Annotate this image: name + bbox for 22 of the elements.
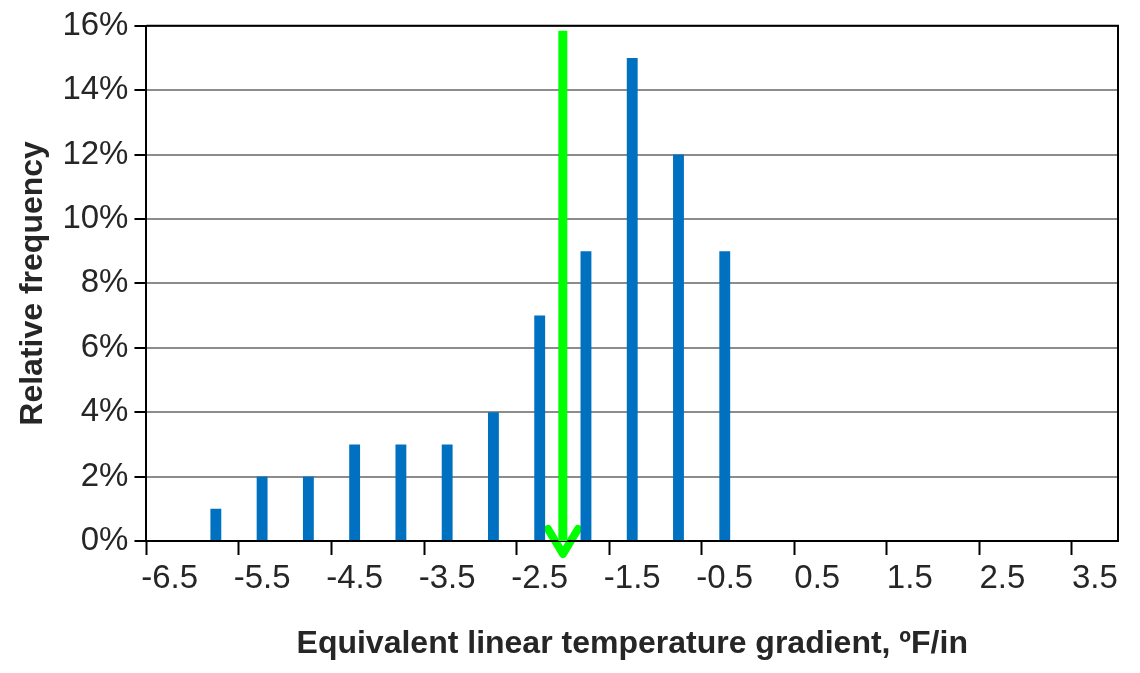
x-tick-label: -3.5	[418, 557, 476, 595]
y-tick-label: 8%	[80, 262, 129, 300]
y-axis-title: Relative frequency	[13, 140, 50, 426]
x-tick-label: 0.5	[794, 557, 841, 595]
x-tick-label: -0.5	[696, 557, 754, 595]
y-tick-label: 16%	[62, 4, 129, 42]
y-tick-label: 4%	[80, 391, 129, 429]
y-tick-label: 10%	[62, 198, 129, 236]
y-tick-label: 2%	[80, 455, 129, 493]
x-tick-label: -5.5	[233, 557, 291, 595]
x-tick-label: -2.5	[511, 557, 569, 595]
y-tick-label: 14%	[62, 69, 129, 107]
x-tick-label: -1.5	[603, 557, 661, 595]
x-axis-title: Equivalent linear temperature gradient, ºF/in	[296, 623, 968, 660]
x-tick-label: 2.5	[979, 557, 1026, 595]
x-tick-label: -6.5	[141, 557, 199, 595]
x-tick-label: -4.5	[326, 557, 384, 595]
y-tick-label: 0%	[80, 520, 129, 558]
x-tick-label: 3.5	[1071, 557, 1118, 595]
x-tick-label: 1.5	[886, 557, 933, 595]
y-tick-label: 12%	[62, 133, 129, 171]
y-tick-label: 6%	[80, 326, 129, 364]
